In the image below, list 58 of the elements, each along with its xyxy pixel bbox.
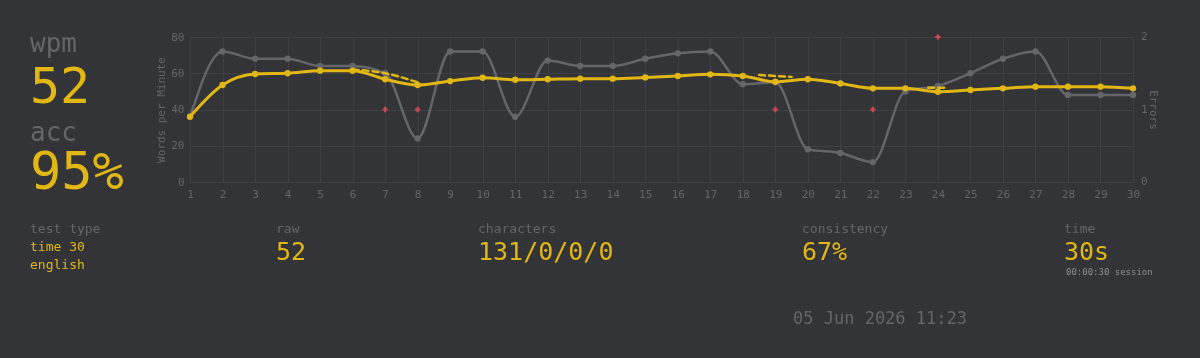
point: [674, 50, 681, 57]
point: [1064, 91, 1072, 99]
point: [479, 48, 486, 55]
text: 30s: [1064, 237, 1110, 266]
point: [707, 48, 714, 55]
text: 67%: [802, 237, 848, 266]
point: [804, 76, 811, 83]
point: [577, 75, 584, 82]
point: [609, 62, 616, 70]
point: [967, 86, 974, 94]
point: [1097, 91, 1104, 99]
point: [804, 146, 811, 153]
point: [1097, 83, 1104, 90]
point: [284, 55, 291, 62]
point: [674, 72, 681, 80]
point: [219, 48, 226, 55]
point: [837, 80, 844, 87]
text: 52: [30, 57, 91, 115]
point: [1064, 83, 1072, 90]
point: [1032, 83, 1039, 90]
point: [544, 57, 551, 64]
point: [967, 70, 974, 77]
point: [869, 158, 877, 166]
point: [446, 77, 454, 85]
text: 95%: [30, 141, 124, 201]
point: [642, 74, 649, 81]
point: [414, 135, 421, 142]
point: [381, 76, 389, 83]
point: [512, 76, 519, 83]
point: [999, 55, 1007, 62]
point: [1129, 85, 1137, 92]
point: [479, 74, 486, 81]
point: [577, 62, 584, 70]
point: [219, 81, 226, 89]
point: [251, 70, 259, 78]
point: [446, 48, 454, 55]
point: [707, 71, 714, 78]
text: time 30: [30, 239, 85, 254]
point: [1129, 91, 1137, 99]
point: [739, 80, 746, 88]
text: 131/0/0/0: [478, 237, 614, 266]
point: [544, 76, 551, 83]
point: [316, 67, 324, 74]
text: english: [30, 257, 85, 272]
point: [1032, 48, 1039, 55]
point: [739, 72, 746, 80]
text: 52: [276, 237, 307, 266]
point: [642, 55, 649, 62]
point: [512, 113, 519, 120]
point: [934, 88, 942, 95]
point: [251, 55, 259, 62]
text: 00:00:30 session: [1066, 267, 1153, 277]
point: [999, 85, 1007, 92]
point: [609, 75, 616, 82]
point: [869, 85, 877, 92]
point: [837, 149, 844, 157]
point: [414, 81, 421, 89]
point: [284, 70, 291, 77]
